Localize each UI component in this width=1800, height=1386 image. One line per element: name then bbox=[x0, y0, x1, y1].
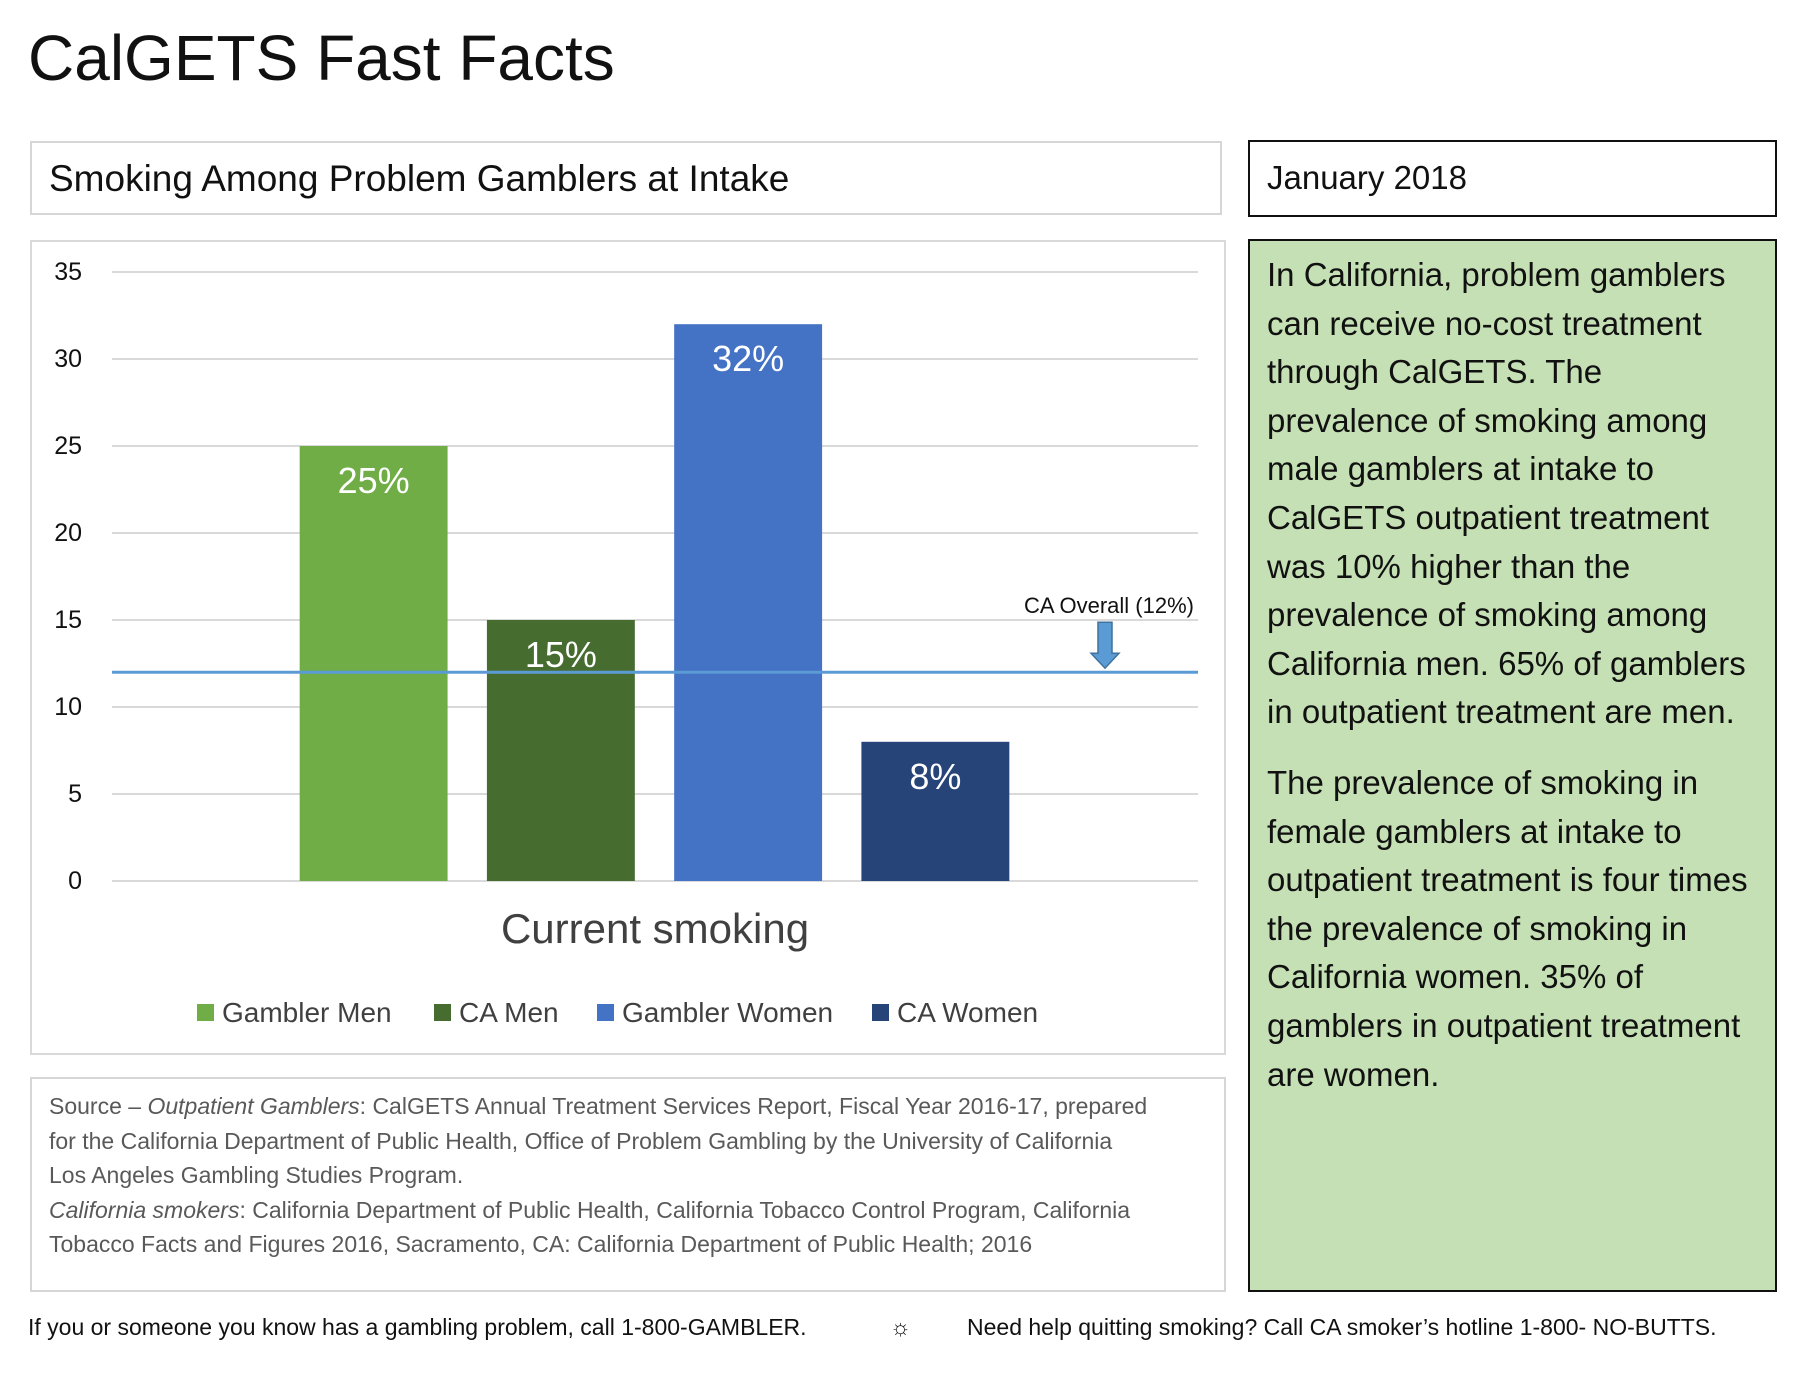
y-tick-label: 30 bbox=[54, 345, 82, 373]
source-line-4: California smokers: California Departmen… bbox=[49, 1193, 1208, 1228]
source-text-gamblers: : CalGETS Annual Treatment Services Repo… bbox=[359, 1093, 1148, 1119]
bar bbox=[299, 446, 448, 881]
legend-label: CA Men bbox=[459, 997, 559, 1028]
source-line-2: for the California Department of Public … bbox=[49, 1127, 1113, 1154]
y-tick-label: 0 bbox=[68, 867, 82, 895]
source-prefix: Source – bbox=[49, 1093, 148, 1119]
source-line-3: Los Angeles Gambling Studies Program. bbox=[49, 1162, 464, 1188]
source-line-5: Tobacco Facts and Figures 2016, Sacramen… bbox=[49, 1231, 1033, 1257]
x-axis-label: Current smoking bbox=[501, 905, 809, 952]
sun-icon: ☼ bbox=[890, 1314, 912, 1340]
source-text-smokers: : California Department of Public Health… bbox=[239, 1196, 1131, 1223]
down-arrow-icon bbox=[1089, 621, 1121, 670]
bar-data-label: 15% bbox=[525, 634, 597, 675]
chart-subtitle: Smoking Among Problem Gamblers at Intake bbox=[49, 158, 790, 199]
summary-paragraph-women: The prevalence of smoking in female gamb… bbox=[1267, 763, 1748, 1093]
legend-swatch bbox=[872, 1004, 889, 1021]
bar-chart: 0 5 10 15 20 25 30 35 25% 15% 32% 8% CA Overall (12%… bbox=[54, 258, 1198, 1028]
summary-paragraph-men: In California, problem gamblers can rece… bbox=[1267, 256, 1746, 731]
reference-line-label: CA Overall (12%) bbox=[1024, 593, 1194, 618]
legend-swatch bbox=[434, 1004, 451, 1021]
bar bbox=[861, 741, 1010, 881]
y-tick-label: 25 bbox=[54, 432, 82, 460]
chart-panel: 0 5 10 15 20 25 30 35 25% 15% 32% 8% CA Overall (12%… bbox=[30, 240, 1226, 1055]
bar-data-label: 32% bbox=[712, 338, 784, 379]
legend-label: Gambler Men bbox=[222, 997, 392, 1028]
gambler-hotline-text: If you or someone you know has a gamblin… bbox=[28, 1314, 807, 1340]
legend-swatch bbox=[197, 1004, 214, 1021]
y-tick-label: 15 bbox=[54, 606, 82, 634]
source-title-gamblers: Outpatient Gamblers bbox=[147, 1093, 360, 1119]
bar-data-label: 8% bbox=[909, 756, 961, 797]
summary-panel: In California, problem gamblers can rece… bbox=[1248, 239, 1777, 1292]
legend-swatch bbox=[597, 1004, 614, 1021]
source-line-1: Source – Outpatient Gamblers: CalGETS An… bbox=[49, 1089, 1208, 1124]
y-tick-label: 5 bbox=[68, 780, 82, 808]
smoker-hotline-text: Need help quitting smoking? Call CA smok… bbox=[967, 1314, 1717, 1340]
source-panel: Source – Outpatient Gamblers: CalGETS An… bbox=[30, 1077, 1226, 1292]
y-tick-label: 35 bbox=[54, 258, 82, 286]
bar bbox=[674, 324, 823, 881]
bar bbox=[486, 620, 635, 881]
report-date: January 2018 bbox=[1267, 159, 1467, 196]
y-tick-label: 10 bbox=[54, 693, 82, 721]
legend-label: Gambler Women bbox=[622, 997, 833, 1028]
bar-data-label: 25% bbox=[338, 460, 410, 501]
date-box: January 2018 bbox=[1248, 140, 1777, 217]
footer: If you or someone you know has a gamblin… bbox=[28, 1312, 1717, 1342]
source-title-smokers: California smokers bbox=[49, 1196, 240, 1223]
page-title: CalGETS Fast Facts bbox=[28, 22, 615, 94]
y-tick-label: 20 bbox=[54, 519, 82, 547]
legend-label: CA Women bbox=[897, 997, 1038, 1028]
subtitle-box: Smoking Among Problem Gamblers at Intake bbox=[30, 141, 1222, 215]
